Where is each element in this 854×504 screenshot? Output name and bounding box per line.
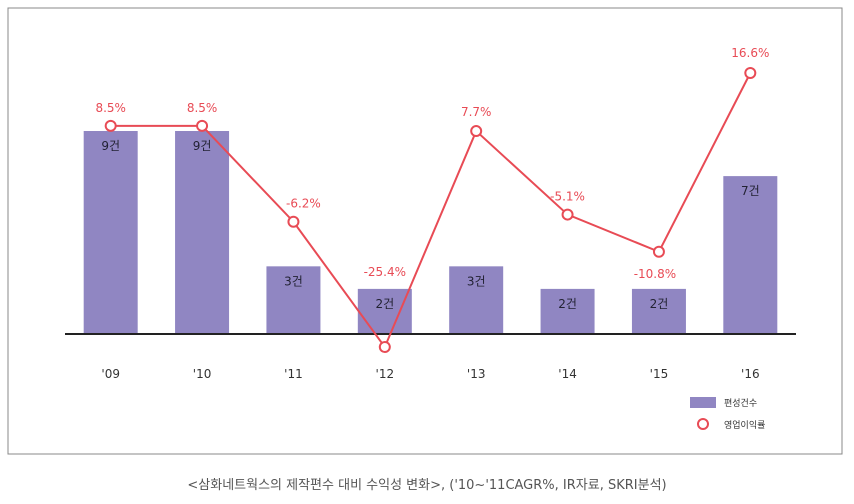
line-point-4 bbox=[470, 125, 483, 138]
bar-4 bbox=[449, 266, 504, 334]
line-label-0: 8.5% bbox=[95, 101, 126, 115]
bar-5 bbox=[540, 288, 595, 334]
bar-7 bbox=[723, 176, 778, 334]
bar-label-2: 3건 bbox=[284, 274, 303, 288]
x-tick-label-7: '16 bbox=[741, 367, 760, 381]
bar-label-4: 3건 bbox=[467, 274, 486, 288]
chart-frame bbox=[7, 7, 843, 455]
line-point-2 bbox=[287, 215, 300, 228]
bar-label-6: 2건 bbox=[650, 297, 669, 311]
x-tick-label-6: '15 bbox=[650, 367, 669, 381]
figure-caption: <삼화네트웍스의 제작편수 대비 수익성 변화>, ('10~'11CAGR%,… bbox=[187, 478, 667, 493]
legend-line-marker bbox=[697, 418, 709, 430]
legend-line-label: 영업이익률 bbox=[724, 419, 765, 431]
line-label-4: 7.7% bbox=[461, 105, 492, 119]
bar-label-1: 9건 bbox=[193, 139, 212, 153]
line-point-3 bbox=[378, 341, 391, 353]
x-tick-label-5: '14 bbox=[558, 367, 577, 381]
x-tick-label-1: '10 bbox=[193, 367, 212, 381]
legend-bar-swatch bbox=[690, 397, 716, 408]
line-label-6: -10.8% bbox=[634, 267, 676, 281]
line-point-0 bbox=[104, 119, 117, 132]
bar-labels-layer: 9건 9건 3건 2건 3건 2건 2건 7건 bbox=[101, 139, 759, 311]
line-label-5: -5.1% bbox=[550, 190, 585, 204]
x-tick-label-4: '13 bbox=[467, 367, 486, 381]
line-series-path bbox=[110, 72, 752, 350]
bar-label-0: 9건 bbox=[101, 139, 120, 153]
bar-1 bbox=[175, 131, 230, 334]
x-tick-label-0: '09 bbox=[101, 367, 120, 381]
line-layer: 8.5% 8.5% -6.2% -25.4% 7.7% -5.1% -10.8% 16.6% bbox=[95, 46, 769, 353]
bar-label-3: 2건 bbox=[375, 297, 394, 311]
line-label-7: 16.6% bbox=[731, 46, 769, 60]
bar-label-5: 2건 bbox=[558, 297, 577, 311]
bar-label-7: 7건 bbox=[741, 184, 760, 198]
x-tick-label-2: '11 bbox=[284, 367, 303, 381]
bar-2 bbox=[266, 266, 321, 334]
legend-bar-label: 편성건수 bbox=[724, 397, 757, 409]
line-point-7 bbox=[744, 67, 757, 79]
line-point-5 bbox=[561, 208, 574, 221]
line-label-2: -6.2% bbox=[286, 197, 321, 211]
x-tick-labels: '09 '10 '11 '12 '13 '14 '15 '16 bbox=[101, 367, 759, 381]
line-point-1 bbox=[196, 119, 209, 132]
bar-3 bbox=[357, 288, 412, 334]
bar-0 bbox=[83, 131, 138, 334]
legend: 편성건수 영업이익률 bbox=[690, 397, 765, 431]
bars-layer bbox=[83, 131, 778, 334]
x-tick-label-3: '12 bbox=[376, 367, 395, 381]
line-label-3: -25.4% bbox=[364, 265, 406, 279]
bar-6 bbox=[631, 288, 686, 334]
line-point-6 bbox=[652, 245, 665, 258]
line-label-1: 8.5% bbox=[187, 101, 218, 115]
